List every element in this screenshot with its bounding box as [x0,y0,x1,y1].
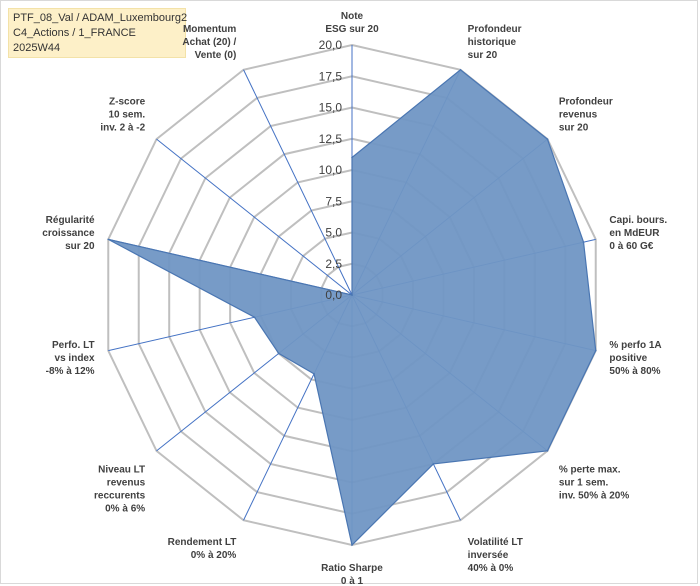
report-week: 2025W44 [13,42,61,54]
tick-label: 0,0 [325,288,342,302]
axis-label-line: inv. 50% à 20% [559,490,630,501]
axis-label-line: Capi. bours. [609,215,667,226]
axis-label-line: Profondeur [468,24,522,35]
axis-label-line: Régularité [46,215,95,226]
tick-label: 7,5 [325,194,342,208]
axis-label-line: croissance [42,228,95,239]
axis-label: Volatilité LT inversée 40% à 0% [468,537,523,574]
data-point [594,349,597,352]
data-point [432,463,435,465]
axis-label-line: Volatilité LT [468,537,523,548]
tick-label: 10,0 [319,163,343,177]
data-point [277,352,280,355]
axis-label-line: sur 20 [468,50,498,61]
axis-label-line: positive [609,353,647,364]
data-point [351,156,353,159]
axis-label-line: reccurents [94,490,146,501]
axis-label: Profondeur historique sur 20 [468,24,522,61]
axis-label-line: 50% à 80% [609,366,660,377]
tick-label: 15,0 [319,101,343,115]
tick-label: 5,0 [325,226,342,240]
data-point [351,544,353,546]
axis-label-line: 0% à 6% [105,503,145,514]
axis-label-line: Z-score [109,97,146,108]
axis-label-line: 0 à 60 G€ [609,241,653,252]
axis-label-line: 10 sem. [108,110,145,121]
axis-label: % perte max. sur 1 sem. inv. 50% à 20% [559,464,630,501]
axis-label-line: 40% à 0% [468,563,514,574]
axis-label: % perfo 1A positive 50% à 80% [609,340,661,377]
axis-label-line: sur 20 [65,241,95,252]
data-point [582,241,585,243]
data-point [546,450,549,452]
axis-label-line: vs index [55,353,95,364]
axis-label-line: Niveau LT [98,464,145,475]
data-point [107,238,110,241]
radar-tick-labels: 0,0 2,5 5,0 7,5 10,0 12,5 15,0 17,5 20,0 [319,38,343,302]
data-point [546,138,549,140]
axis-label-line: en MdEUR [609,228,660,239]
axis-label-line: revenus [107,477,146,488]
axis-label-line: % perfo 1A [609,340,661,351]
axis-label: Momentum Achat (20) / Vente (0) [182,24,236,61]
asset-class: C4_Actions / 1_FRANCE [13,27,136,39]
data-point [313,373,315,375]
portfolio-name: PTF_08_Val / ADAM_Luxembourg2 [13,12,188,24]
axis-label-line: revenus [559,110,598,121]
axis-label-line: Note [341,11,364,22]
tick-label: 2,5 [325,257,342,271]
data-point [459,68,462,71]
axis-spoke [156,138,353,296]
axis-label-line: -8% à 12% [46,366,95,377]
radar-axis-labels: Note ESG sur 20 Profondeur historique sur 20… [42,11,667,586]
tick-label: 17,5 [319,69,343,83]
axis-label: Z-score 10 sem. inv. 2 à -2 [100,97,145,134]
axis-label: Régularité croissance sur 20 [42,215,95,252]
axis-label: Profondeur revenus sur 20 [559,97,613,134]
axis-label: Rendement LT 0% à 20% [168,537,237,561]
axis-label-line: Ratio Sharpe [321,563,383,574]
series-area [107,68,597,547]
axis-label-line: Profondeur [559,97,613,108]
data-point [351,294,353,296]
axis-label-line: 0 à 1 [341,576,364,586]
axis-label: Note ESG sur 20 [325,11,379,35]
portfolio-info-box: PTF_08_Val / ADAM_Luxembourg2 C4_Actions… [8,8,188,58]
axis-label: Capi. bours. en MdEUR 0 à 60 G€ [609,215,667,252]
axis-label-line: sur 1 sem. [559,477,609,488]
axis-label-line: inversée [468,550,509,561]
axis-label: Ratio Sharpe 0 à 1 [321,563,383,586]
axis-label-line: ESG sur 20 [325,24,379,35]
axis-label-line: Momentum [183,24,236,35]
axis-label: Niveau LT revenus reccurents 0% à 6% [94,464,146,514]
axis-label-line: 0% à 20% [191,550,237,561]
axis-label-line: sur 20 [559,123,589,134]
axis-label-line: Vente (0) [195,50,237,61]
radar-series [107,68,597,547]
axis-label-line: inv. 2 à -2 [100,123,145,134]
tick-label: 12,5 [319,132,343,146]
axis-spoke [243,69,353,296]
axis-label: Perfo. LT vs index -8% à 12% [46,340,95,377]
tick-label: 20,0 [319,38,343,52]
axis-label-line: Perfo. LT [52,340,95,351]
axis-label-line: Rendement LT [168,537,237,548]
data-point [253,316,256,319]
axis-label-line: historique [468,37,517,48]
axis-label-line: Achat (20) / [182,37,236,48]
axis-label-line: % perte max. [559,464,621,475]
